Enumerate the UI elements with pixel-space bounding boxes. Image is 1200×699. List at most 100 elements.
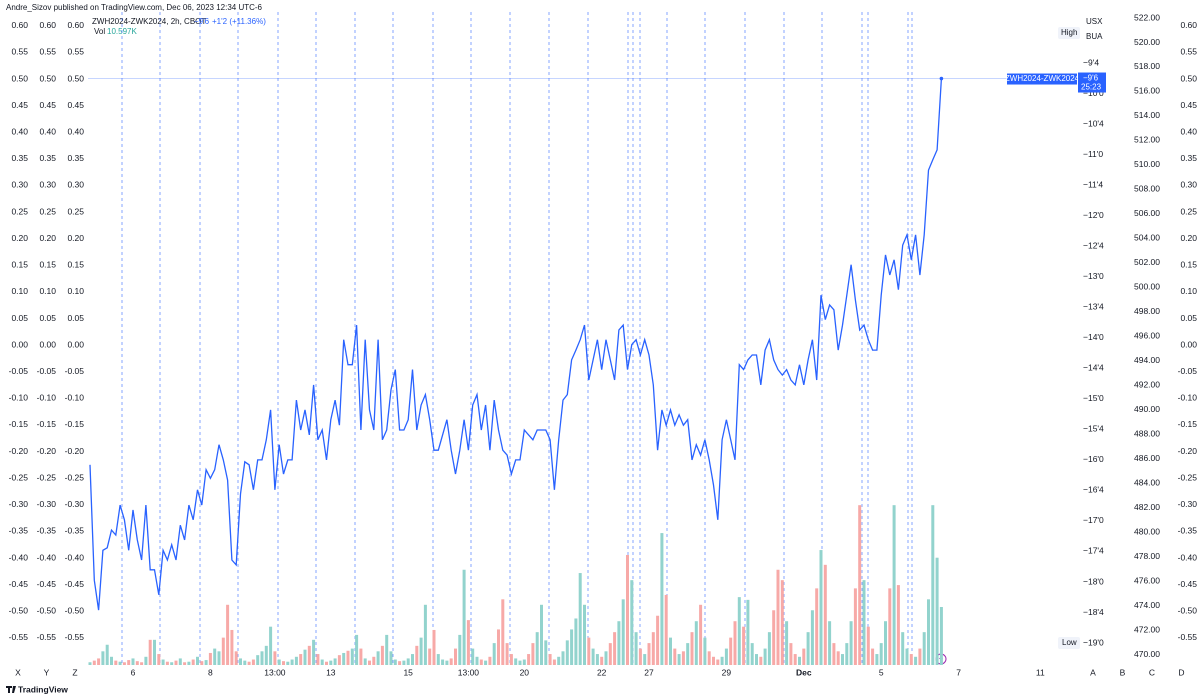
volume-bar [316, 654, 320, 665]
legend-close: −9'6 [194, 17, 210, 26]
volume-bar [939, 606, 943, 665]
y2-tick-label: 0.40 [11, 127, 28, 137]
volume-bar [755, 654, 758, 665]
volume-bar [914, 656, 918, 665]
y2-tick-label: -0.55 [65, 632, 85, 642]
y3-tick-label: 502.00 [1134, 257, 1160, 267]
y2-tick-label: -0.35 [1178, 526, 1198, 536]
volume-bar [213, 648, 217, 665]
volume-bar [707, 651, 711, 665]
axis-button[interactable]: A [1090, 667, 1096, 677]
volume-bar [273, 651, 277, 665]
volume-bar [299, 654, 303, 665]
volume-bar [484, 660, 488, 665]
volume-bar [776, 569, 780, 665]
y2-tick-label: 0.30 [67, 180, 84, 190]
y3-tick-label: 476.00 [1134, 576, 1160, 586]
y2-tick-label: 0.10 [11, 286, 28, 296]
volume-bar [256, 655, 260, 665]
volume-bar [750, 643, 754, 665]
volume-bar [286, 661, 290, 665]
volume-bar [901, 632, 905, 665]
volume-bar [118, 661, 122, 665]
axis-button[interactable]: Y [44, 667, 50, 677]
y2-tick-label: -0.25 [37, 472, 57, 482]
volume-bar [600, 656, 604, 665]
volume-bar [669, 637, 672, 665]
y2-tick-label: -0.20 [37, 446, 57, 456]
y-tick-label: −16'0 [1083, 454, 1104, 464]
legend-vol-name: Vol [94, 27, 105, 36]
y3-tick-label: 508.00 [1134, 184, 1160, 194]
volume-bar [200, 661, 204, 665]
y2-tick-label: 0.05 [11, 313, 28, 323]
volume-bar [346, 650, 350, 665]
volume-bar [643, 654, 647, 665]
x-tick-label: 20 [520, 667, 530, 677]
volume-bar [798, 656, 801, 665]
y-tick-label: −15'0 [1083, 393, 1104, 403]
volume-bar [320, 659, 324, 665]
volume-bar [849, 621, 853, 665]
volume-bar [423, 604, 427, 665]
volume-bar [557, 656, 561, 665]
volume-bar [785, 621, 789, 665]
volume-bar [307, 645, 311, 665]
volume-bar [157, 654, 161, 665]
axis-button[interactable]: B [1120, 667, 1126, 677]
x-tick-label: 13:00 [458, 667, 480, 677]
volume-bar [552, 659, 556, 665]
y-tick-label: −11'0 [1083, 149, 1103, 159]
volume-bar [290, 659, 294, 665]
axis-button[interactable]: C [1149, 667, 1155, 677]
y2-tick-label: 0.25 [1180, 206, 1197, 216]
footer: TradingView [6, 684, 68, 694]
y2-tick-label: -0.50 [65, 605, 85, 615]
y2-tick-label: -0.05 [65, 366, 85, 376]
volume-bar [97, 658, 101, 665]
x-tick-label: 13:00 [264, 667, 286, 677]
volume-bar [454, 648, 457, 665]
volume-bar [828, 621, 832, 665]
volume-bar [677, 654, 681, 665]
y2-tick-label: -0.35 [9, 526, 29, 536]
volume-bar [806, 632, 810, 665]
y2-tick-label: 0.55 [11, 47, 28, 57]
y2-tick-label: -0.30 [1178, 499, 1198, 509]
volume-bar [389, 651, 393, 665]
axis-button[interactable]: Z [72, 667, 77, 677]
axis-button[interactable]: D [1178, 667, 1184, 677]
volume-bar [875, 654, 879, 665]
volume-bar [187, 661, 191, 665]
y-tick-label: −16'4 [1083, 485, 1104, 495]
volume-bar [445, 660, 449, 665]
y2-tick-label: -0.20 [9, 446, 29, 456]
y3-tick-label: 506.00 [1134, 208, 1160, 218]
price-axis-box [1078, 72, 1106, 93]
axis-button[interactable]: X [15, 667, 21, 677]
y2-tick-label: -0.05 [1178, 366, 1198, 376]
volume-bar [832, 643, 836, 665]
y2-tick-label: -0.40 [9, 552, 29, 562]
volume-bar [325, 661, 328, 665]
currency: USX [1086, 17, 1103, 26]
volume-bar [419, 637, 423, 665]
volume-bar [501, 599, 505, 665]
volume-bar [92, 660, 96, 665]
y2-tick-label: 0.50 [1180, 73, 1197, 83]
y-tick-label: −15'4 [1083, 424, 1104, 434]
y3-tick-label: 470.00 [1134, 649, 1160, 659]
y2-tick-label: 0.60 [67, 20, 84, 30]
volume-bar [342, 652, 346, 665]
x-tick-label: 5 [879, 667, 884, 677]
y2-tick-label: 0.35 [1180, 153, 1197, 163]
volume-bar [153, 639, 156, 665]
volume-bar [626, 554, 629, 665]
volume-bar [746, 599, 750, 665]
volume-bar [621, 599, 625, 665]
volume-bar [380, 645, 384, 665]
volume-bar [660, 533, 664, 665]
y2-tick-label: 0.35 [39, 153, 56, 163]
